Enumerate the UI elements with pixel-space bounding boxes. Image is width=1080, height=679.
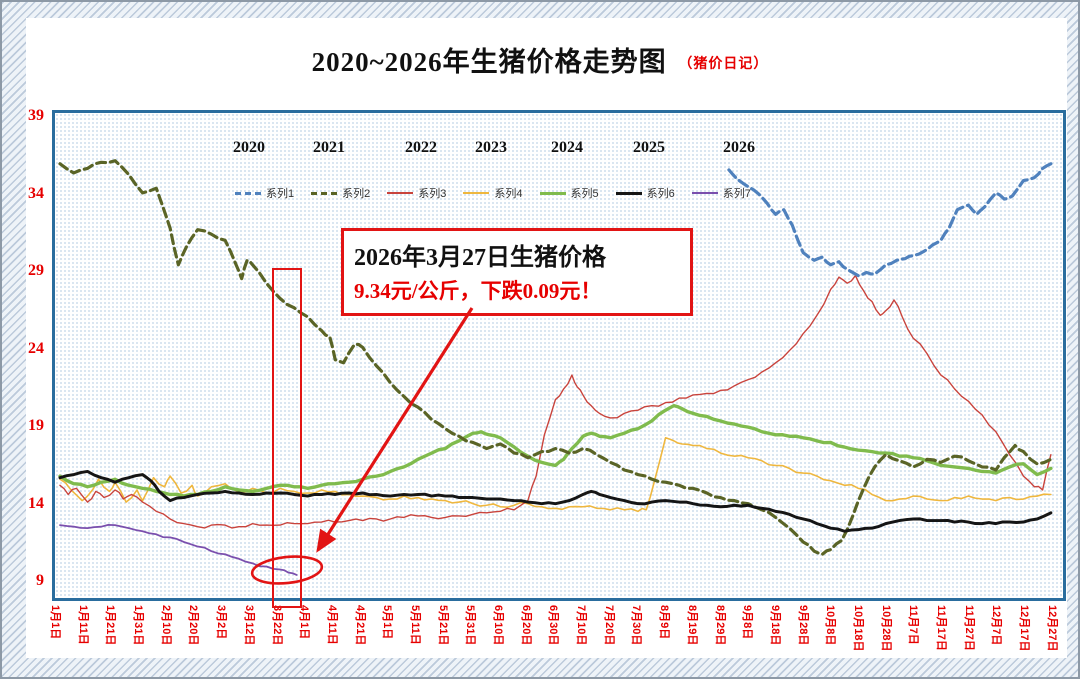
legend-item-3: 系列3 <box>387 185 446 201</box>
legend-swatch-4 <box>463 192 490 194</box>
year-label-2021: 2021 <box>313 139 345 156</box>
legend-label: 系列5 <box>570 188 599 200</box>
series-line-5 <box>58 404 1053 498</box>
legend-item-7: 系列7 <box>691 185 751 201</box>
highlight-rect <box>272 268 302 608</box>
year-label-2020: 2020 <box>233 139 265 156</box>
year-label-2022: 2022 <box>405 139 437 156</box>
legend-swatch-2 <box>311 191 338 195</box>
legend-label: 系列7 <box>722 188 751 200</box>
legend-item-6: 系列6 <box>615 185 675 201</box>
legend-swatch-5 <box>539 191 566 195</box>
year-label-2026: 2026 <box>723 139 755 156</box>
legend-swatch-7 <box>691 192 718 194</box>
chart-title: 2020~2026年生猪价格走势图 （猪价日记） <box>0 40 1080 79</box>
annotation-callout: 2026年3月27日生猪价格 9.34元/公斤，下跌0.09元！ <box>341 228 693 316</box>
plot-area: 2020 2021 2022 2023 2024 2025 2026 系列1 系列2 系列3 系列… <box>52 110 1066 601</box>
series-line-6 <box>58 469 1053 533</box>
legend-label: 系列1 <box>266 188 295 200</box>
legend-item-2: 系列2 <box>311 185 370 201</box>
year-label-2023: 2023 <box>475 139 507 156</box>
year-label-2025: 2025 <box>633 139 665 156</box>
legend-label: 系列6 <box>646 188 675 200</box>
legend-swatch-1 <box>235 191 261 195</box>
series-line-1 <box>727 162 1053 278</box>
legend-item-5: 系列5 <box>539 185 599 201</box>
chart-title-text: 2020~2026年生猪价格走势图 <box>311 47 667 77</box>
legend-item-4: 系列4 <box>463 185 523 201</box>
series-line-2 <box>58 159 1053 556</box>
year-label-2024: 2024 <box>551 139 583 156</box>
series-line-3 <box>59 274 1052 529</box>
chart-subtitle: （猪价日记） <box>678 57 769 72</box>
legend: 系列1 系列2 系列3 系列4 系列5 系列6 系列7 <box>235 185 751 201</box>
legend-swatch-6 <box>615 191 642 195</box>
legend-label: 系列4 <box>494 188 523 200</box>
legend-label: 系列3 <box>418 188 447 200</box>
legend-label: 系列2 <box>342 188 371 200</box>
series-line-4 <box>59 436 1052 513</box>
legend-item-1: 系列1 <box>235 185 294 201</box>
chart-lines-canvas <box>58 159 1053 576</box>
annotation-line1: 2026年3月27日生猪价格 <box>354 245 606 271</box>
series-line-7 <box>59 524 298 576</box>
legend-swatch-3 <box>387 192 414 194</box>
annotation-line2: 9.34元/公斤，下跌0.09元！ <box>354 279 602 303</box>
